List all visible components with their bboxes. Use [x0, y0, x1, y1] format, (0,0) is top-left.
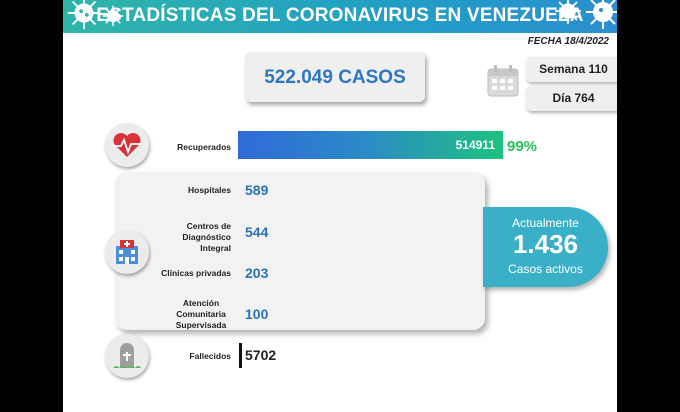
- tombstone-icon: [113, 343, 141, 368]
- virus-icon: [67, 0, 101, 30]
- virus-icon: [586, 0, 617, 29]
- active-cases-box: Actualmente 1.436 Casos activos: [483, 207, 608, 287]
- private-clinics-label: Clínicas privadas: [161, 268, 231, 278]
- community-label: Atención Comunitaria Supervisada: [175, 298, 227, 330]
- hospitals-value: 589: [245, 182, 269, 198]
- community-value: 100: [245, 306, 269, 322]
- recovered-label: Recuperados: [177, 142, 231, 152]
- deaths-icon-circle: [105, 334, 149, 378]
- hospital-icon: [116, 240, 138, 264]
- page-title: ESTADÍSTICAS DEL CORONAVIRUS EN VENEZUEL…: [96, 5, 584, 26]
- active-cases-value: 1.436: [512, 229, 579, 259]
- calendar-icon: [487, 65, 519, 97]
- care-panel: [115, 172, 485, 330]
- cdi-value: 544: [245, 224, 269, 240]
- deaths-label: Fallecidos: [189, 351, 231, 361]
- virus-icon: [102, 5, 124, 27]
- private-clinics-value: 203: [245, 265, 269, 281]
- total-cases-box: 522.049 CASOS: [245, 52, 425, 102]
- active-cases-suffix: Casos activos: [508, 262, 583, 276]
- recovered-icon-circle: [105, 123, 149, 167]
- week-pill: Semana 110: [526, 57, 617, 82]
- active-cases-prefix: Actualmente: [512, 216, 579, 230]
- recovered-bar: 514911: [238, 131, 503, 159]
- title-banner: ESTADÍSTICAS DEL CORONAVIRUS EN VENEZUEL…: [63, 0, 617, 33]
- recovered-value: 514911: [455, 138, 495, 152]
- infographic-page: ESTADÍSTICAS DEL CORONAVIRUS EN VENEZUEL…: [63, 0, 617, 412]
- hospitals-label: Hospitales: [188, 185, 231, 195]
- report-date: FECHA 18/4/2022: [527, 36, 609, 47]
- deaths-value: 5702: [245, 347, 277, 363]
- deaths-bar: [239, 343, 242, 368]
- virus-icon: [555, 0, 581, 24]
- total-cases-value: 522.049 CASOS: [264, 67, 406, 88]
- recovered-percent: 99%: [507, 138, 538, 155]
- heart-icon: [113, 133, 141, 157]
- day-pill: Día 764: [526, 86, 617, 111]
- cdi-label: Centros de Diagnóstico Integral: [182, 221, 231, 253]
- hospital-icon-circle: [105, 230, 149, 274]
